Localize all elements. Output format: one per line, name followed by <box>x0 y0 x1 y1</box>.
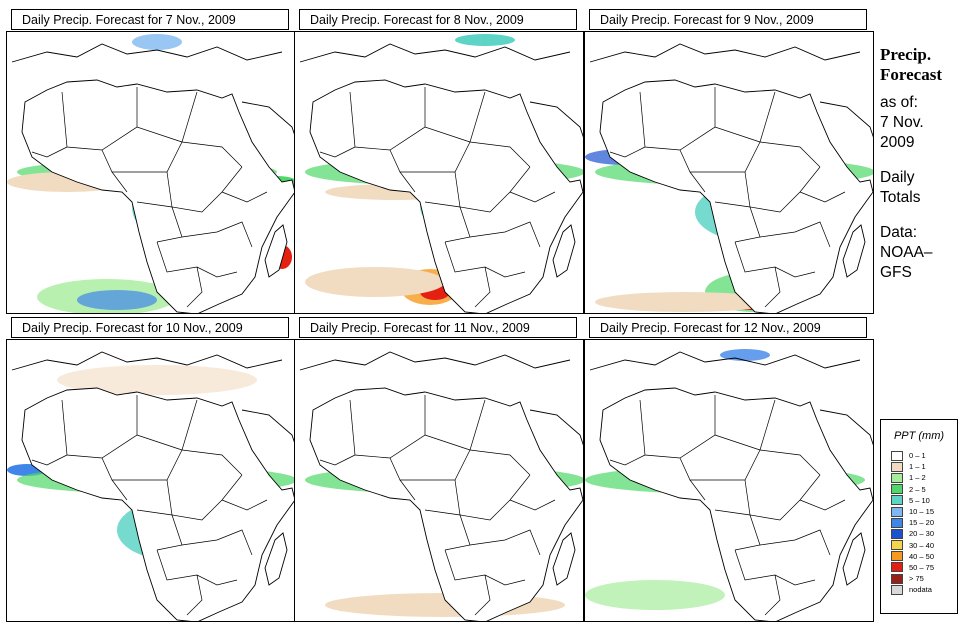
legend-swatch <box>891 506 903 517</box>
precip-map <box>584 339 874 622</box>
legend-item: 20 – 30 <box>891 528 934 539</box>
data-line-1: Data: <box>880 224 918 241</box>
legend-label: 20 – 30 <box>909 529 935 539</box>
legend-label: 1 – 2 <box>909 473 926 483</box>
panel-title: Daily Precip. Forecast for 11 Nov., 2009 <box>299 317 577 338</box>
legend-label: 30 – 40 <box>909 540 935 550</box>
precip-map <box>6 339 296 622</box>
asof-line-2: 7 Nov. <box>880 114 924 131</box>
legend-swatch <box>891 517 903 528</box>
precip-map <box>294 31 584 314</box>
panel-title: Daily Precip. Forecast for 10 Nov., 2009 <box>11 317 289 338</box>
precip-map <box>584 31 874 314</box>
legend-item: > 75 <box>891 573 934 584</box>
asof-line-1: as of: <box>880 94 918 111</box>
legend-swatch <box>891 540 903 551</box>
legend-label: 15 – 20 <box>909 518 935 528</box>
legend-item: 30 – 40 <box>891 540 934 551</box>
legend-title: PPT (mm) <box>893 430 945 442</box>
legend-label: 1 – 1 <box>909 462 926 472</box>
daily-line-2: Totals <box>880 189 921 206</box>
legend-item: 0 – 1 <box>891 450 934 461</box>
data-line-3: GFS <box>880 264 912 281</box>
legend-swatch <box>891 495 903 506</box>
legend-label: 2 – 5 <box>909 484 926 494</box>
precip-map <box>6 31 296 314</box>
legend-item: 5 – 10 <box>891 495 934 506</box>
panel-title: Daily Precip. Forecast for 7 Nov., 2009 <box>11 9 289 30</box>
legend-label: 10 – 15 <box>909 507 935 517</box>
legend-swatch <box>891 472 903 483</box>
heading-line-2: Forecast <box>880 65 942 84</box>
panel-title: Daily Precip. Forecast for 12 Nov., 2009 <box>589 317 867 338</box>
panel-title: Daily Precip. Forecast for 8 Nov., 2009 <box>299 9 577 30</box>
legend-swatch <box>891 450 903 461</box>
legend-swatch <box>891 584 903 595</box>
heading-line-1: Precip. <box>880 45 932 64</box>
forecast-info: Precip. Forecast as of: 7 Nov. 2009 Dail… <box>880 45 965 283</box>
asof-line-3: 2009 <box>880 134 915 151</box>
legend-item: 10 – 15 <box>891 506 934 517</box>
legend-label: nodata <box>909 585 932 595</box>
legend-label: 40 – 50 <box>909 551 935 561</box>
legend-label: 5 – 10 <box>909 495 930 505</box>
legend-label: > 75 <box>909 574 924 584</box>
legend-swatch <box>891 484 903 495</box>
legend-item: nodata <box>891 584 934 595</box>
daily-line-1: Daily <box>880 169 915 186</box>
legend-swatch <box>891 562 903 573</box>
legend-item: 15 – 20 <box>891 517 934 528</box>
legend-item: 40 – 50 <box>891 551 934 562</box>
legend-label: 0 – 1 <box>909 451 926 461</box>
legend-item: 1 – 1 <box>891 461 934 472</box>
panel-title: Daily Precip. Forecast for 9 Nov., 2009 <box>589 9 867 30</box>
data-line-2: NOAA– <box>880 244 933 261</box>
legend-label: 50 – 75 <box>909 562 935 572</box>
legend-swatch <box>891 461 903 472</box>
legend-item: 50 – 75 <box>891 562 934 573</box>
legend-swatch <box>891 551 903 562</box>
legend-item: 2 – 5 <box>891 484 934 495</box>
precip-map <box>294 339 584 622</box>
legend-swatch <box>891 528 903 539</box>
legend-swatch <box>891 573 903 584</box>
legend-item: 1 – 2 <box>891 472 934 483</box>
